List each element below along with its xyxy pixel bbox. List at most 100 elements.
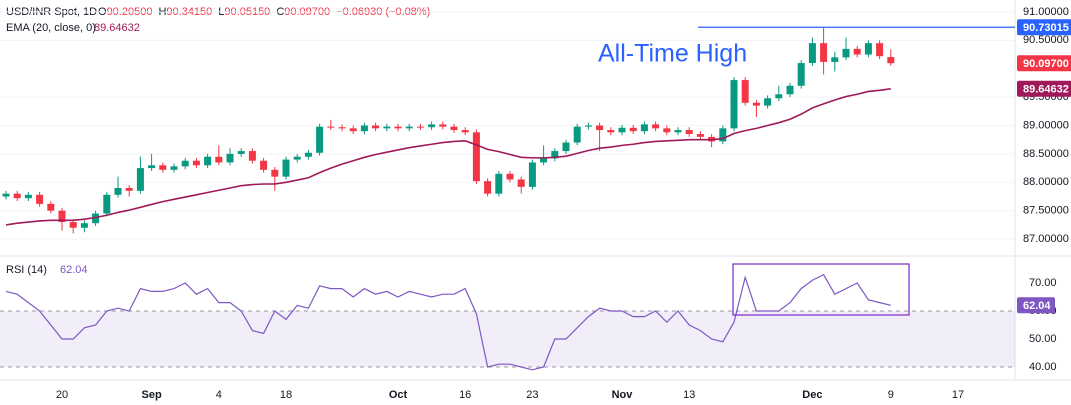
- rsi-line: [5, 273, 891, 371]
- rsi-label: RSI (14): [6, 264, 47, 276]
- candle-body: [192, 160, 200, 166]
- candle-body: [528, 162, 536, 187]
- candle-body: [551, 151, 559, 159]
- y-tick-label: 50.00: [1029, 333, 1057, 345]
- candle-body: [226, 153, 234, 163]
- candle-body: [80, 223, 88, 228]
- candle-body: [775, 94, 783, 99]
- candle-body: [685, 130, 693, 135]
- candle-body: [495, 173, 503, 194]
- y-tick-label: 87.50000: [1023, 205, 1069, 217]
- price-tag: [1017, 55, 1071, 72]
- candle-body: [349, 128, 357, 132]
- price-tag-label: 62.04: [1023, 300, 1051, 312]
- candle-body: [719, 128, 727, 142]
- candle-body: [652, 124, 660, 129]
- x-tick-label: 20: [56, 389, 68, 401]
- candle-body: [338, 127, 346, 129]
- candle-body: [484, 181, 492, 194]
- candle-body: [864, 43, 872, 55]
- candle-body: [876, 43, 884, 57]
- y-tick-label: 88.00000: [1023, 176, 1069, 188]
- candle-body: [159, 165, 167, 170]
- candle-body: [383, 126, 391, 129]
- rsi-value: 62.04: [60, 264, 88, 276]
- candle-body: [562, 142, 570, 152]
- candle-body: [170, 166, 178, 170]
- y-tick-label: 88.50000: [1023, 148, 1069, 160]
- candle-body: [13, 193, 21, 199]
- candle-body: [24, 194, 32, 199]
- price-tag: [1017, 80, 1071, 97]
- candle-body: [820, 43, 828, 62]
- candle-body: [730, 80, 738, 129]
- candle-body: [450, 126, 458, 131]
- candle-body: [596, 125, 604, 131]
- candle-body: [629, 127, 637, 132]
- y-tick-label: 40.00: [1029, 361, 1057, 373]
- candle-body: [741, 80, 749, 103]
- candle-body: [428, 124, 436, 128]
- candle-body: [36, 194, 44, 204]
- candle-body: [461, 130, 469, 133]
- candle-body: [808, 43, 816, 64]
- rsi-band: [0, 311, 1015, 368]
- candle-body: [439, 124, 447, 127]
- candle-body: [640, 124, 648, 132]
- price-tag: [1017, 297, 1055, 314]
- candle-body: [786, 85, 794, 95]
- candle-body: [148, 165, 156, 169]
- candle-body: [103, 194, 111, 214]
- x-tick-label: Dec: [802, 389, 822, 401]
- candle-body: [69, 222, 77, 228]
- candle-body: [674, 130, 682, 133]
- candle-body: [282, 159, 290, 177]
- candle-body: [47, 203, 55, 211]
- y-tick-label: 89.00000: [1023, 119, 1069, 131]
- candle-body: [136, 168, 144, 191]
- candle-body: [125, 187, 133, 191]
- candle-body: [831, 57, 839, 62]
- y-tick-label: 90.50000: [1023, 34, 1069, 46]
- candle-body: [58, 210, 66, 223]
- candle-body: [2, 193, 10, 197]
- ema-label: EMA (20, close, 0): [6, 22, 96, 34]
- price-tag-label: 90.09700: [1023, 58, 1069, 70]
- x-tick-label: Oct: [389, 389, 408, 401]
- price-tag-label: 90.73015: [1023, 22, 1069, 34]
- highlight-box: [732, 263, 910, 316]
- candle-body: [271, 169, 279, 177]
- x-tick-label: 16: [459, 389, 471, 401]
- candle-body: [517, 179, 525, 187]
- candle-body: [405, 126, 413, 129]
- y-tick-label: 70.00: [1029, 277, 1057, 289]
- candle-body: [696, 134, 704, 137]
- candle-body: [248, 151, 256, 161]
- candle-body: [764, 98, 772, 106]
- x-tick-label: 9: [888, 389, 894, 401]
- price-tag-label: 89.64632: [1023, 84, 1069, 96]
- candle-body: [584, 125, 592, 127]
- x-tick-label: 13: [683, 389, 695, 401]
- x-tick-label: 18: [280, 389, 292, 401]
- candle-body: [663, 128, 671, 133]
- candle-body: [573, 126, 581, 143]
- candle-body: [618, 127, 626, 133]
- candle-body: [797, 63, 805, 86]
- y-tick-label: 91.00000: [1023, 6, 1069, 18]
- candle-body: [887, 57, 895, 64]
- candle-body: [752, 102, 760, 106]
- candle-body: [360, 125, 368, 132]
- candle-body: [92, 213, 100, 224]
- candle-body: [416, 126, 424, 128]
- candle-body: [372, 125, 380, 129]
- candle-body: [540, 158, 548, 163]
- candle-body: [114, 187, 122, 195]
- candle-body: [327, 126, 335, 128]
- candle-body: [506, 173, 514, 180]
- x-tick-label: 4: [216, 389, 222, 401]
- candle-body: [394, 126, 402, 129]
- candle-body: [293, 156, 301, 160]
